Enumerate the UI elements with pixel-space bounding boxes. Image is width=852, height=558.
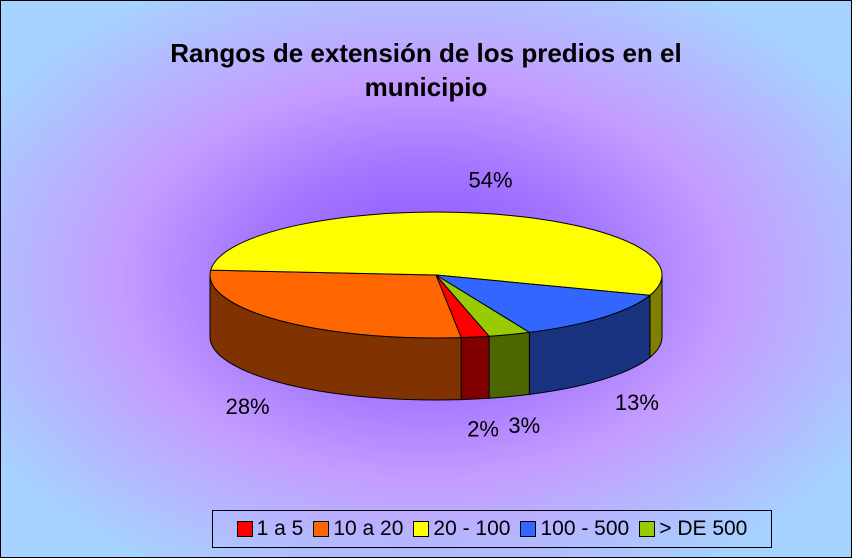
legend-item: 100 - 500 [520,517,629,541]
legend-item: 20 - 100 [413,517,510,541]
legend-item: > DE 500 [639,517,747,541]
legend-swatch [236,521,253,537]
legend: 1 a 5 10 a 20 20 - 100 100 - 500 > DE 500 [212,510,772,548]
data-label: 13% [615,390,659,415]
legend-label: 20 - 100 [433,517,511,540]
slice [209,269,462,339]
data-label: 3% [508,413,540,438]
slice [435,274,531,337]
slice [435,274,652,333]
data-label: 2% [467,417,499,442]
slice-side [488,331,530,399]
slice-side [460,335,490,401]
legend-swatch [639,521,656,537]
legend-swatch [520,521,537,537]
legend-swatch [413,521,430,537]
data-label: 28% [226,394,270,419]
legend-swatch [313,521,330,537]
slice [210,211,663,296]
data-label: 54% [469,167,513,192]
legend-label: 1 a 5 [256,517,304,540]
legend-item: 10 a 20 [313,517,403,541]
legend-label: 100 - 500 [540,517,630,540]
chart-title: Rangos de extensión de los predios en el… [170,38,682,102]
legend-label: > DE 500 [659,517,748,540]
legend-label: 10 a 20 [333,517,404,540]
legend-item: 1 a 5 [236,517,304,541]
